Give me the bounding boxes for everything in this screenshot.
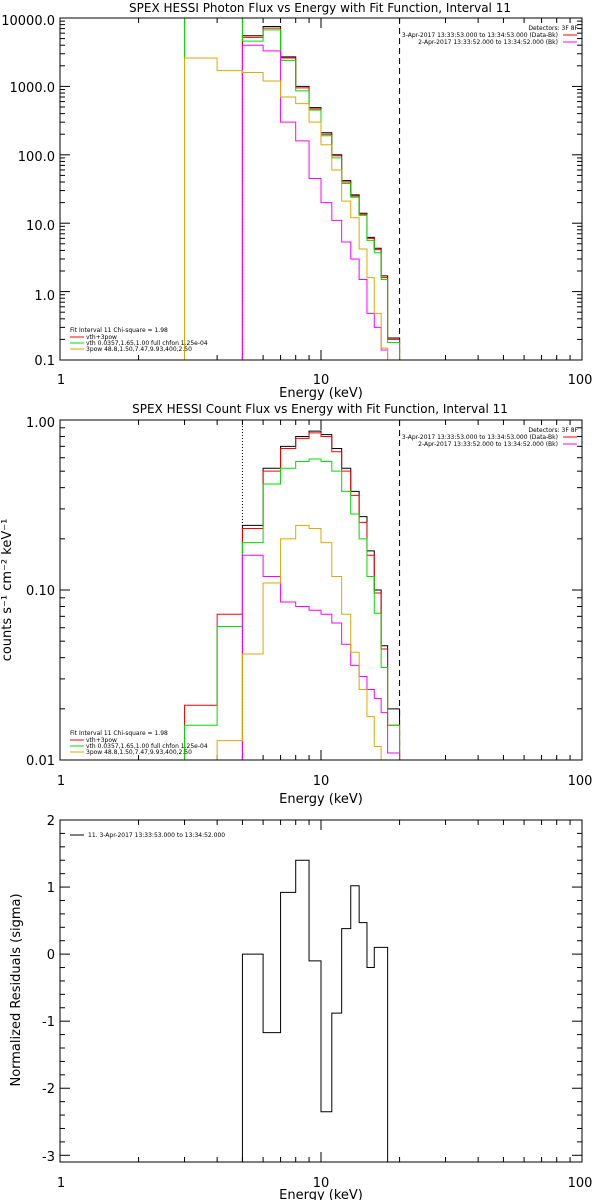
photon-x-tick-10: 10 xyxy=(313,373,330,388)
photon-legend-vth: vth 0.0357,1.65,1.00 full chfon 1.25e-04 xyxy=(86,340,208,347)
count-flux-panel: SPEX HESSI Count Flux vs Energy with Fit… xyxy=(0,402,592,807)
photon-legend-data-interval: 3-Apr-2017 13:33:53.000 to 13:34:53.000 … xyxy=(402,32,558,39)
count-legend-bottom-left: Fit Interval 11 Chi-square = 1.98 vth+3p… xyxy=(70,730,208,756)
residuals-panel: 1 10 100 -3 -2 -1 0 1 2 Energy (keV) Nor… xyxy=(9,814,592,1200)
count-y-tick-0.01: 0.01 xyxy=(26,754,55,769)
resid-x-tick-100: 100 xyxy=(568,1176,593,1191)
count-flux-frame xyxy=(59,419,583,761)
resid-y-tick-1: 1 xyxy=(47,881,55,896)
resid-x-tick-10: 10 xyxy=(313,1176,330,1191)
resid-y-tick-neg2: -2 xyxy=(42,1082,55,1097)
photon-y-tick-100.0: 100.0 xyxy=(18,150,55,165)
photon-x-tick-100: 100 xyxy=(568,373,593,388)
photon-flux-title: SPEX HESSI Photon Flux vs Energy with Fi… xyxy=(129,1,511,15)
resid-x-tick-1: 1 xyxy=(57,1176,65,1191)
residuals-plot xyxy=(59,819,583,1163)
photon-legend-bottom-left: Fit Interval 11 Chi-square = 1.98 vth+3p… xyxy=(70,327,208,353)
resid-series-0 xyxy=(241,859,400,1163)
count-ticks xyxy=(59,419,583,761)
count-series-1 xyxy=(184,432,401,760)
resid-ticks xyxy=(59,819,583,1162)
count-x-tick-100: 100 xyxy=(568,774,593,789)
count-legend-vth: vth 0.0357,1.65,1.00 full chfon 1.25e-04 xyxy=(86,743,208,750)
count-legend-model: vth+3pow xyxy=(86,737,117,744)
photon-series-3 xyxy=(241,44,400,361)
count-legend-top-right: Detectors: 3F 8F 3-Apr-2017 13:33:53.000… xyxy=(402,427,579,448)
resid-legend: 11. 3-Apr-2017 13:33:53.000 to 13:34:52.… xyxy=(70,832,225,839)
count-x-axis-label: Energy (keV) xyxy=(279,792,363,807)
count-series-3 xyxy=(241,554,401,760)
residuals-frame xyxy=(59,819,583,1163)
count-legend-fit-interval: Fit Interval 11 Chi-square = 1.98 xyxy=(70,730,168,737)
count-flux-plot xyxy=(59,419,583,761)
resid-x-axis-label: Energy (keV) xyxy=(279,1188,363,1200)
photon-legend-bk-interval: 2-Apr-2017 13:33:52.000 to 13:34:52.000 … xyxy=(418,39,558,46)
resid-y-tick-0: 0 xyxy=(47,948,55,963)
photon-legend-fit-interval: Fit Interval 11 Chi-square = 1.98 xyxy=(70,327,168,334)
photon-y-tick-10000.0: 10000.0 xyxy=(1,14,55,29)
resid-legend-interval: 11. 3-Apr-2017 13:33:53.000 to 13:34:52.… xyxy=(88,832,225,839)
count-y-tick-0.10: 0.10 xyxy=(26,584,55,599)
photon-flux-panel: SPEX HESSI Photon Flux vs Energy with Fi… xyxy=(1,1,592,401)
count-y-axis-label: counts s⁻¹ cm⁻² keV⁻¹ xyxy=(0,519,15,662)
photon-legend-detectors: Detectors: 3F 8F xyxy=(528,25,578,32)
photon-y-tick-0.1: 0.1 xyxy=(34,354,55,369)
photon-legend-top-right: Detectors: 3F 8F 3-Apr-2017 13:33:53.000… xyxy=(402,25,579,46)
count-x-tick-10: 10 xyxy=(313,774,330,789)
photon-legend-3pow: 3pow 48.8,1.50,7.47,9.93,400,2.50 xyxy=(86,346,192,353)
count-series-4 xyxy=(216,524,400,761)
count-x-tick-1: 1 xyxy=(57,774,65,789)
resid-y-tick-2: 2 xyxy=(47,814,55,829)
photon-series-4 xyxy=(184,57,400,361)
photon-flux-frame xyxy=(59,17,583,361)
count-series-0 xyxy=(241,430,401,760)
photon-y-tick-1000.0: 1000.0 xyxy=(10,81,56,96)
photon-y-tick-10.0: 10.0 xyxy=(26,219,55,234)
resid-y-tick-neg3: -3 xyxy=(42,1150,55,1165)
photon-y-tick-1.0: 1.0 xyxy=(34,289,55,304)
count-legend-bk-interval: 2-Apr-2017 13:33:52.000 to 13:34:52.000 … xyxy=(418,441,558,448)
count-legend-detectors: Detectors: 3F 8F xyxy=(528,427,578,434)
photon-x-axis-label: Energy (keV) xyxy=(279,386,363,401)
photon-legend-model: vth+3pow xyxy=(86,334,117,341)
resid-y-tick-neg1: -1 xyxy=(42,1015,55,1030)
count-legend-data-interval: 3-Apr-2017 13:33:53.000 to 13:34:53.000 … xyxy=(402,434,558,441)
photon-x-tick-1: 1 xyxy=(57,373,65,388)
count-y-tick-1.00: 1.00 xyxy=(26,416,55,431)
resid-y-axis-label: Normalized Residuals (sigma) xyxy=(9,893,24,1086)
count-series-2 xyxy=(184,458,401,760)
photon-flux-plot xyxy=(59,17,583,361)
count-flux-title: SPEX HESSI Count Flux vs Energy with Fit… xyxy=(132,402,508,416)
count-legend-3pow: 3pow 48.8,1.50,7.47,9.93,400,2.50 xyxy=(86,749,192,756)
